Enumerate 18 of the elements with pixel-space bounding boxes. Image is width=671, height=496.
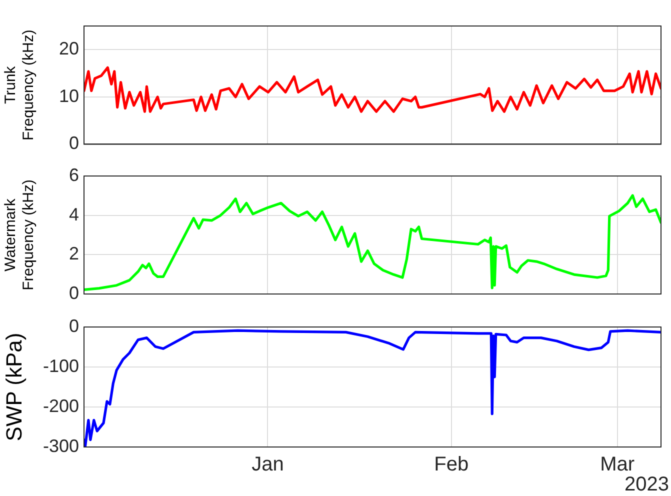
y-tick-label: 0 [68, 282, 79, 303]
x-tick-label: Mar [600, 454, 635, 476]
y-tick-label: -300 [42, 436, 79, 456]
y-tick-label: 0 [68, 133, 79, 154]
y-tick-label: -200 [42, 396, 79, 416]
x-tick-label: Jan [252, 454, 284, 476]
y-axis-title: Watermark Frequency (kHz) [2, 180, 38, 290]
y-tick-label: 6 [68, 164, 79, 185]
text: 2023 [624, 474, 669, 496]
y-axis-title: SWP (kPa) [1, 332, 26, 442]
y-axis-title: Trunk Frequency (kHz) [2, 30, 38, 141]
y-tick-label: -100 [42, 356, 79, 376]
y-tick-label: 10 [58, 86, 79, 106]
y-tick-label: 4 [68, 204, 79, 224]
y-tick-label: 0 [68, 316, 79, 336]
x-tick-label: Feb [434, 454, 469, 476]
y-tick-label: 20 [58, 38, 79, 59]
y-tick-label: 2 [68, 244, 79, 264]
